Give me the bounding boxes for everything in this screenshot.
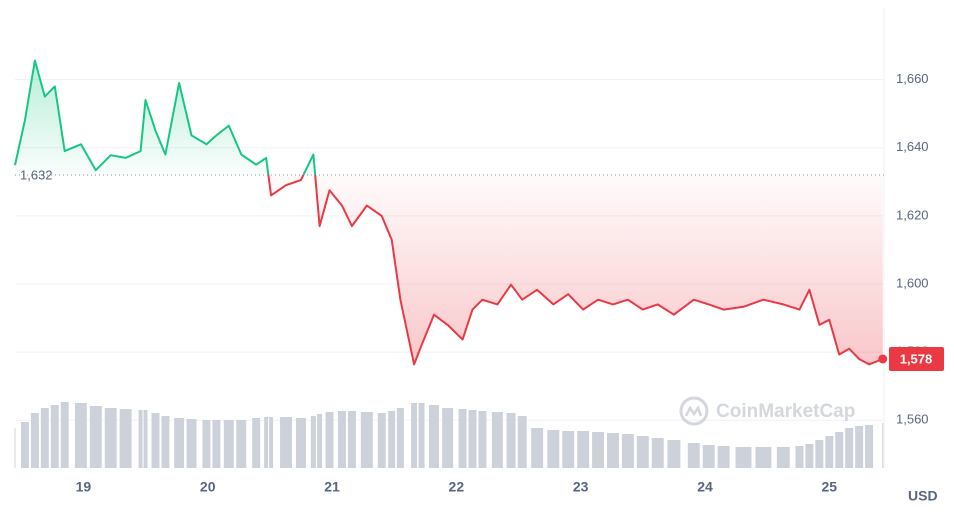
- volume-bar: [104, 408, 117, 468]
- volume-bar: [517, 416, 527, 468]
- x-tick-label: 25: [822, 479, 838, 495]
- current-dot: [878, 354, 888, 364]
- volume-bar: [592, 432, 605, 468]
- volume-bar: [717, 446, 730, 468]
- volume-bar: [755, 447, 772, 468]
- volume-bar: [636, 436, 649, 468]
- price-tag: [889, 346, 944, 371]
- volume-bar: [337, 411, 346, 468]
- volume-bar: [151, 413, 160, 468]
- volume-bar: [202, 420, 211, 468]
- watermark: CoinMarketCap: [679, 396, 855, 426]
- volume-bar: [143, 410, 148, 468]
- volume-bar: [325, 412, 334, 468]
- volume-bar: [223, 420, 234, 468]
- volume-bar: [280, 417, 292, 468]
- x-tick-label: 20: [200, 479, 216, 495]
- x-tick-label: 21: [324, 479, 340, 495]
- volume-bar: [702, 445, 715, 468]
- volume-bar: [815, 440, 824, 468]
- volume-bar: [119, 409, 132, 468]
- volume-bar: [20, 422, 29, 468]
- volume-bar: [577, 431, 590, 468]
- volume-bar: [347, 411, 356, 468]
- volume-bar: [295, 418, 306, 468]
- volume-bar: [252, 418, 261, 468]
- volume-bar: [269, 417, 274, 468]
- volume-bar: [428, 405, 439, 468]
- volume-bar: [377, 413, 386, 468]
- volume-bar: [805, 444, 814, 468]
- volume-bar: [776, 447, 790, 468]
- volume-bar: [212, 420, 221, 468]
- volume-bar: [458, 409, 467, 468]
- volume-bar: [317, 414, 323, 468]
- volume-bar: [687, 443, 700, 468]
- watermark-logo-mark: [684, 405, 703, 417]
- volume-bar: [174, 418, 185, 468]
- x-tick-label: 22: [449, 479, 465, 495]
- x-tick-label: 23: [573, 479, 589, 495]
- y-tick-label: 1,620: [896, 207, 929, 222]
- volume-bar: [795, 446, 804, 468]
- volume-bar: [882, 423, 884, 468]
- volume-bar: [396, 408, 404, 468]
- volume-bar: [735, 447, 752, 468]
- volume-bar: [547, 430, 560, 468]
- x-tick-label: 19: [76, 479, 92, 495]
- watermark-text: CoinMarketCap: [716, 401, 855, 422]
- price-area: [15, 60, 883, 365]
- volume-bar: [161, 416, 170, 468]
- volume-bar: [621, 434, 634, 468]
- volume-bar: [360, 412, 373, 468]
- volume-bar: [40, 408, 49, 468]
- volume-bar: [825, 436, 834, 468]
- volume-bar: [264, 417, 269, 468]
- volume-bar: [442, 408, 454, 468]
- volume-bar: [667, 440, 681, 468]
- volume-bar: [50, 405, 59, 468]
- y-tick-label: 1,600: [896, 275, 929, 290]
- volume-bar: [855, 426, 864, 468]
- price-tag-label: 1,578: [900, 351, 933, 366]
- y-tick-label: 1,660: [896, 71, 929, 86]
- volume-bar: [651, 438, 664, 468]
- watermark-logo: [679, 396, 709, 426]
- price-line: [14, 59, 884, 366]
- volume-bar: [236, 420, 247, 468]
- volume-bar: [562, 431, 575, 468]
- volume-bar: [60, 402, 69, 468]
- volume-bar: [607, 433, 619, 468]
- volume-bar: [506, 413, 516, 468]
- volume-bar: [138, 410, 143, 468]
- volume-bar: [89, 406, 102, 468]
- volume-bar: [30, 413, 39, 468]
- volume-bar: [310, 416, 316, 468]
- volume-bar: [531, 428, 544, 468]
- volume-bar: [418, 403, 425, 468]
- volume-bar: [411, 403, 418, 468]
- volume-bar: [388, 411, 396, 468]
- volume-bar: [865, 425, 874, 468]
- y-tick-label: 1,560: [896, 412, 929, 427]
- volume-bar: [845, 428, 854, 468]
- volume-bar: [478, 411, 487, 468]
- volume-bar: [835, 432, 844, 468]
- unit-label: USD: [908, 488, 938, 504]
- volume-bar: [186, 419, 197, 468]
- y-tick-label: 1,640: [896, 139, 929, 154]
- x-tick-label: 24: [697, 479, 713, 495]
- volume-bar: [491, 412, 503, 468]
- volume-bar: [14, 428, 16, 468]
- volume-bar: [468, 410, 477, 468]
- volume-bar: [74, 403, 87, 468]
